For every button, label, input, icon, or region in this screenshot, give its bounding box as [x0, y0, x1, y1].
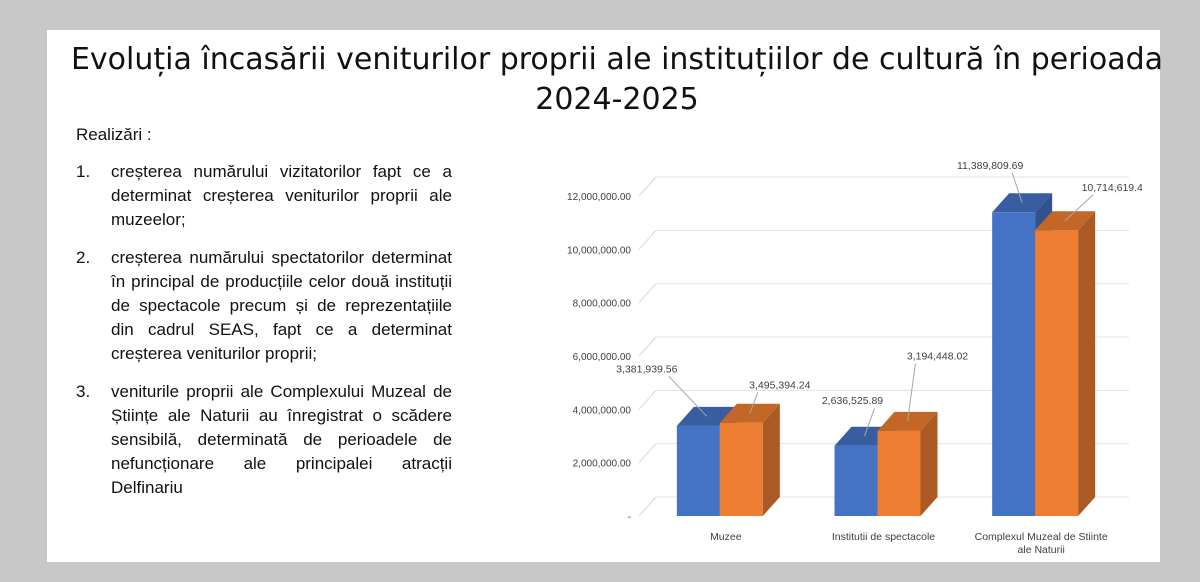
category-label: Institutii de spectacole	[832, 531, 935, 543]
list-item: 1. creșterea numărului vizitatorilor fap…	[76, 160, 452, 232]
category-label: Complexul Muzeal de Stiinte	[975, 531, 1108, 543]
data-label-leader	[1011, 172, 1023, 203]
gridline-depth	[638, 283, 657, 304]
data-label: 11,389,809.69	[957, 160, 1024, 172]
y-tick-label: -	[628, 512, 631, 523]
achievements-heading: Realizări :	[76, 125, 152, 144]
data-label: 3,194,448.02	[907, 350, 968, 362]
bar-side-2025	[1078, 211, 1096, 516]
data-label-leader	[907, 363, 916, 422]
data-label: 10,714,619.48	[1082, 182, 1142, 194]
data-label-leader	[668, 375, 708, 417]
slide: Evoluția încasării veniturilor proprii a…	[47, 30, 1163, 582]
list-item-text: creșterea numărului vizitatorilor fapt c…	[111, 162, 452, 229]
y-tick-label: 8,000,000.00	[573, 299, 632, 310]
list-item: 3. veniturile proprii ale Complexului Mu…	[76, 380, 452, 500]
achievements-list: 1. creșterea numărului vizitatorilor fap…	[76, 160, 452, 514]
list-item-number: 2.	[76, 248, 91, 267]
data-label-leader	[1064, 194, 1094, 222]
category-label: ale Naturii	[1018, 544, 1065, 556]
bar-side-2025	[762, 403, 780, 516]
slide-title: Evoluția încasării veniturilor proprii a…	[70, 42, 1164, 117]
list-item-text: veniturile proprii ale Complexului Muzea…	[111, 382, 452, 497]
list-item-number: 1.	[76, 162, 91, 181]
data-label: 2,636,525.89	[822, 395, 883, 407]
gridline-depth	[638, 336, 657, 357]
y-tick-label: 6,000,000.00	[573, 352, 632, 363]
data-label-leader	[864, 408, 875, 437]
gridline-depth	[638, 443, 657, 464]
bar-top-2024	[992, 193, 1053, 213]
bar-2024	[834, 445, 878, 516]
gridline-depth	[638, 176, 657, 197]
list-item-number: 3.	[76, 382, 91, 401]
bar-2024	[676, 425, 720, 516]
gridline-depth	[638, 229, 657, 250]
data-label: 3,381,939.56	[616, 363, 677, 375]
bar-2025	[877, 430, 921, 516]
data-label: 3,495,394.24	[749, 379, 810, 391]
bar-2025	[719, 422, 763, 516]
list-item: 2. creșterea numărului spectatorilor det…	[76, 246, 452, 366]
y-tick-label: 10,000,000.00	[567, 245, 631, 256]
y-tick-label: 2,000,000.00	[573, 459, 632, 470]
bar-2025	[1035, 230, 1079, 516]
category-label: Muzee	[710, 531, 742, 543]
bar-chart: - 2,000,000.00 4,000,000.00 6,000,000.00 8,0…	[567, 160, 1149, 582]
bar-side-2025	[920, 411, 938, 516]
bar-2024	[992, 212, 1036, 517]
gridline-depth	[638, 389, 657, 410]
y-tick-label: 12,000,000.00	[567, 192, 631, 203]
chart-area: - 2,000,000.00 4,000,000.00 6,000,000.00 8,0…	[502, 140, 1149, 582]
gridline-depth	[638, 496, 657, 517]
y-tick-label: 4,000,000.00	[573, 405, 632, 416]
data-label-leader	[749, 392, 759, 414]
list-item-text: creșterea numărului spectatorilor determ…	[111, 248, 452, 363]
